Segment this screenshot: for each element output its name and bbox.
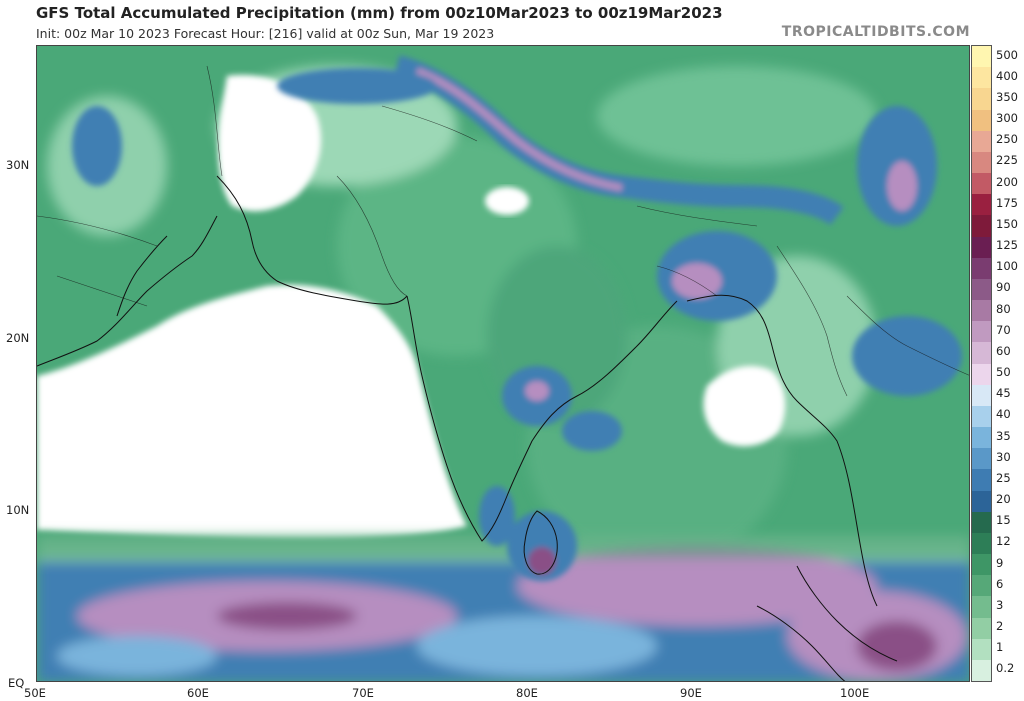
colorbar-level-label: 90 <box>996 280 1011 295</box>
colorbar-level-label: 15 <box>996 513 1011 528</box>
colorbar-level-label: 225 <box>996 153 1018 168</box>
brand-watermark: TROPICALTIDBITS.COM <box>781 24 970 40</box>
colorbar-swatch <box>972 596 991 618</box>
colorbar-swatch <box>972 151 991 174</box>
colorbar-level-label: 35 <box>996 428 1011 443</box>
colorbar-swatch <box>972 511 991 534</box>
colorbar-level-label: 25 <box>996 470 1011 485</box>
colorbar-swatch <box>972 363 991 386</box>
dry-bay-bengal <box>703 366 786 447</box>
colorbar-level-label: 3 <box>996 597 1004 612</box>
colorbar-swatch <box>972 617 991 640</box>
colorbar-level-label: 300 <box>996 111 1018 126</box>
colorbar-swatch <box>972 88 991 110</box>
dry-arabian-sea <box>37 284 467 539</box>
colorbar-swatch <box>972 469 991 491</box>
colorbar-level-label: 400 <box>996 68 1018 83</box>
colorbar-level-label: 40 <box>996 407 1011 422</box>
page-title: GFS Total Accumulated Precipitation (mm)… <box>36 4 723 22</box>
lon-label-90e: 90E <box>680 686 702 700</box>
colorbar-level-label: 70 <box>996 322 1011 337</box>
colorbar-swatch <box>972 532 991 555</box>
equatorial-rain-belt <box>37 536 969 681</box>
lon-label-100e: 100E <box>840 686 870 700</box>
colorbar-swatch <box>972 384 991 407</box>
colorbar-level-label: 1 <box>996 640 1004 655</box>
colorbar-level-label: 175 <box>996 195 1018 210</box>
colorbar-level-label: 60 <box>996 343 1011 358</box>
colorbar-level-label: 12 <box>996 534 1011 549</box>
colorbar-swatch <box>972 215 991 237</box>
lat-label-10n: 10N <box>6 503 30 517</box>
colorbar-level-label: 0.2 <box>996 661 1015 676</box>
forecast-subtitle: Init: 00z Mar 10 2023 Forecast Hour: [21… <box>36 26 495 41</box>
colorbar-swatch <box>972 67 991 89</box>
colorbar-swatch <box>972 278 991 301</box>
map-canvas <box>37 46 969 681</box>
colorbar-swatch <box>972 342 991 364</box>
colorbar-swatch <box>972 575 991 597</box>
colorbar-level-label: 6 <box>996 576 1004 591</box>
colorbar-level-label: 30 <box>996 449 1011 464</box>
colorbar-swatch <box>972 427 991 449</box>
colorbar-level-label: 200 <box>996 174 1018 189</box>
dry-patch-north <box>485 187 529 215</box>
heavy-rain-bands <box>72 55 962 581</box>
dry-persia <box>218 75 321 212</box>
colorbar-swatch <box>972 448 991 470</box>
colorbar-level-label: 80 <box>996 301 1011 316</box>
coastlines <box>37 175 898 681</box>
colorbar-level-label: 100 <box>996 259 1018 274</box>
colorbar-swatch <box>972 490 991 513</box>
colorbar-level-label: 350 <box>996 89 1018 104</box>
lat-label-30n: 30N <box>6 158 30 172</box>
precipitation-map <box>36 45 970 682</box>
lat-label-eq: EQ <box>8 676 25 690</box>
colorbar-swatch <box>972 257 991 280</box>
colorbar-swatch <box>972 130 991 153</box>
colorbar-swatch <box>972 109 991 132</box>
lon-label-80e: 80E <box>516 686 538 700</box>
precip-colorbar <box>971 45 992 682</box>
colorbar-swatch <box>972 405 991 428</box>
country-borders <box>37 65 969 397</box>
colorbar-swatch <box>972 236 991 259</box>
colorbar-level-label: 125 <box>996 238 1018 253</box>
colorbar-level-label: 500 <box>996 47 1018 62</box>
colorbar-swatch <box>972 659 991 682</box>
lon-label-50e: 50E <box>24 686 46 700</box>
colorbar-level-label: 150 <box>996 216 1018 231</box>
colorbar-level-label: 250 <box>996 132 1018 147</box>
colorbar-level-label: 45 <box>996 386 1011 401</box>
lon-label-60e: 60E <box>187 686 209 700</box>
colorbar-swatch <box>972 554 991 576</box>
colorbar-swatch <box>972 194 991 216</box>
colorbar-swatch <box>972 46 991 68</box>
colorbar-level-label: 20 <box>996 492 1011 507</box>
colorbar-swatch <box>972 300 991 322</box>
lat-label-20n: 20N <box>6 331 30 345</box>
colorbar-swatch <box>972 173 991 195</box>
lon-label-70e: 70E <box>352 686 374 700</box>
colorbar-level-label: 50 <box>996 365 1011 380</box>
colorbar-level-label: 2 <box>996 619 1004 634</box>
colorbar-swatch <box>972 638 991 661</box>
colorbar-level-label: 9 <box>996 555 1004 570</box>
colorbar-swatch <box>972 321 991 343</box>
